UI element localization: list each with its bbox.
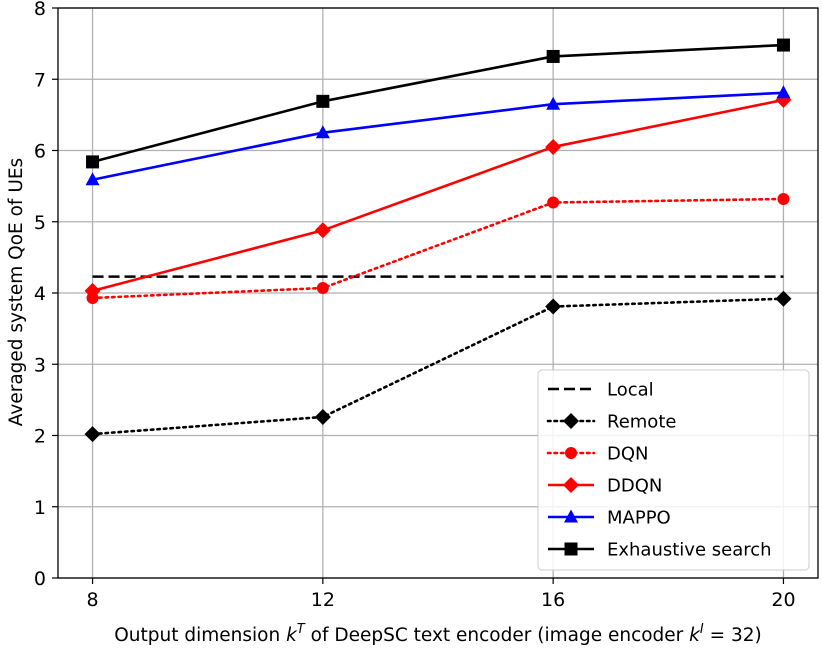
legend-label: Exhaustive search (607, 540, 772, 561)
y-axis-label: Averaged system QoE of UEs (6, 158, 27, 426)
x-tick-label: 12 (311, 589, 335, 611)
data-point-ddqn (84, 282, 101, 299)
y-tick-label: 5 (34, 212, 46, 234)
series-dqn (86, 192, 790, 304)
legend-swatch-marker (563, 477, 579, 493)
y-tick-label: 6 (34, 141, 46, 163)
data-point-mappo (85, 172, 100, 186)
y-tick-label: 8 (34, 0, 46, 20)
series-line-mappo (92, 91, 784, 181)
data-point-mappo (546, 96, 561, 110)
legend-swatch-marker (565, 447, 577, 459)
legend-item-ddqn: DDQN (548, 476, 662, 497)
series-layer (84, 38, 792, 443)
data-point-remote (775, 290, 792, 307)
legend: Local Remote DQN DDQN MAPPO Exhaustive search (537, 369, 810, 571)
legend-item-local: Local (548, 380, 654, 401)
y-tick-label: 4 (34, 283, 46, 305)
data-point-dqn (777, 192, 790, 205)
series-remote (84, 290, 792, 443)
y-tick-label: 3 (34, 354, 46, 376)
legend-label: Local (607, 380, 654, 401)
data-point-exhaustive-search (546, 49, 560, 63)
series-line-exhaustive-search (92, 43, 784, 164)
legend-label: DQN (607, 444, 649, 465)
legend-label: DDQN (607, 476, 662, 497)
x-tick-label: 16 (541, 589, 565, 611)
legend-item-dqn: DQN (546, 444, 649, 465)
data-point-exhaustive-search (776, 38, 790, 52)
data-point-ddqn (545, 138, 562, 155)
legend-item-exhaustive-search: Exhaustive search (548, 540, 772, 561)
data-point-exhaustive-search (316, 94, 330, 108)
data-point-remote (545, 298, 562, 315)
series-ddqn (84, 91, 792, 299)
series-line-ddqn (92, 98, 784, 293)
data-point-ddqn (314, 222, 331, 239)
series-mappo (85, 85, 791, 186)
legend-swatch-marker (564, 542, 578, 556)
y-tick-label: 1 (34, 497, 46, 519)
legend-swatch-marker (563, 413, 579, 429)
data-point-remote (84, 426, 101, 443)
data-point-remote (314, 408, 331, 425)
data-point-exhaustive-search (86, 155, 100, 169)
x-axis-label: Output dimension kT of DeepSC text encod… (114, 622, 762, 646)
legend-label: MAPPO (607, 508, 671, 529)
y-tick-label: 0 (34, 568, 46, 590)
legend-label: Remote (607, 412, 676, 433)
data-point-dqn (547, 196, 560, 209)
legend-box (537, 369, 810, 571)
legend-swatch-marker (564, 509, 578, 523)
legend-item-remote: Remote (546, 412, 676, 433)
legend-item-mappo: MAPPO (548, 508, 671, 529)
x-tick-label: 8 (86, 589, 98, 611)
x-tick-label: 20 (771, 589, 795, 611)
data-point-mappo (315, 125, 330, 139)
series-line-remote (91, 297, 785, 436)
series-exhaustive-search (86, 38, 790, 169)
series-line-dqn (91, 197, 785, 300)
y-tick-label: 7 (34, 69, 46, 91)
data-point-dqn (316, 282, 329, 295)
y-tick-label: 2 (34, 426, 46, 448)
data-point-mappo (776, 85, 791, 99)
